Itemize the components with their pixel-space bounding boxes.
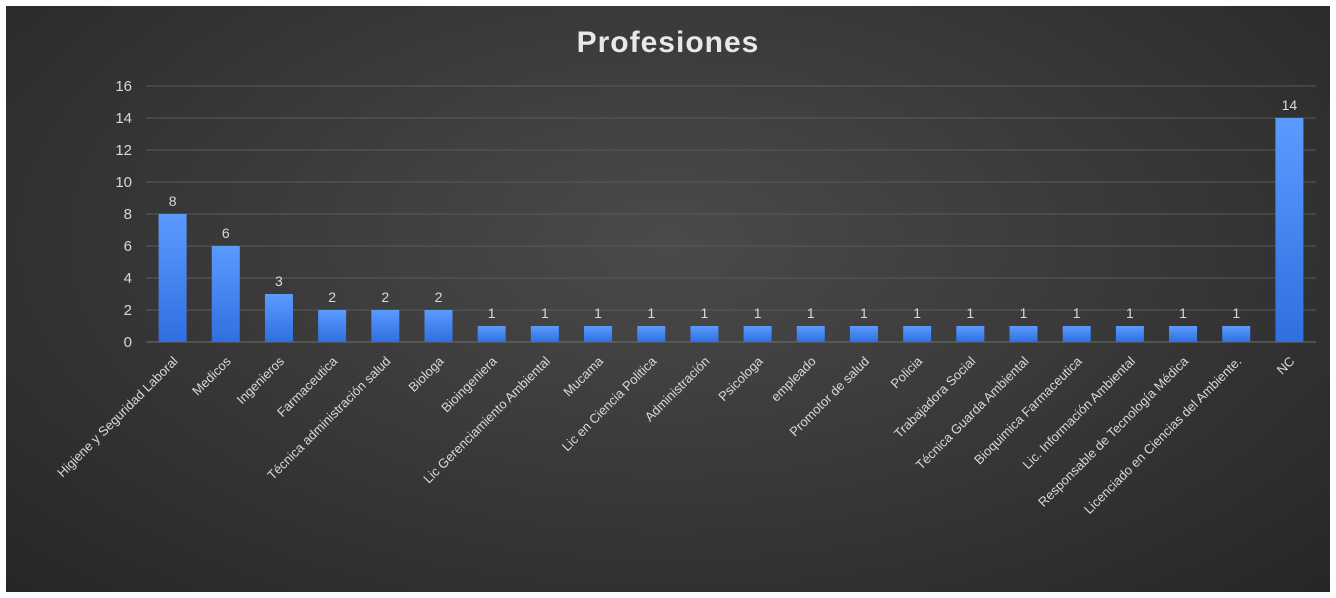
bar: [371, 310, 400, 342]
data-label: 1: [860, 305, 868, 321]
category-label: empleado: [768, 354, 819, 405]
data-label: 1: [754, 305, 762, 321]
data-label: 1: [913, 305, 921, 321]
data-label: 8: [169, 193, 177, 209]
data-label: 14: [1282, 97, 1298, 113]
bar: [584, 326, 613, 342]
category-label: Psicologa: [715, 353, 766, 404]
category-label: Mucama: [560, 353, 606, 399]
data-label: 6: [222, 225, 230, 241]
data-label: 1: [701, 305, 709, 321]
data-label: 1: [541, 305, 549, 321]
data-label: 2: [435, 289, 443, 305]
data-label: 1: [1179, 305, 1187, 321]
bar: [477, 326, 506, 342]
chart-title: Profesiones: [577, 26, 760, 59]
data-label: 1: [1232, 305, 1240, 321]
bar: [530, 326, 559, 342]
bar: [743, 326, 772, 342]
bar: [849, 326, 878, 342]
category-label: Lic en Ciencia Politica: [559, 353, 660, 454]
y-tick-label: 10: [115, 174, 132, 191]
y-tick-label: 6: [124, 238, 132, 255]
bar: [1062, 326, 1091, 342]
category-label: Medicos: [189, 353, 234, 398]
y-tick-label: 4: [124, 270, 132, 287]
data-label: 1: [966, 305, 974, 321]
category-labels: Higiene y Seguridad Laboral Medicos Ingeni…: [54, 353, 1297, 517]
bars: [158, 118, 1304, 342]
bar: [1275, 118, 1304, 342]
bar: [211, 246, 240, 342]
y-tick-label: 0: [124, 334, 132, 351]
data-label: 1: [807, 305, 815, 321]
category-label: Policia: [888, 353, 926, 391]
bar: [1115, 326, 1144, 342]
data-label: 1: [1020, 305, 1028, 321]
bar: [903, 326, 932, 342]
data-label: 2: [381, 289, 389, 305]
data-label: 1: [488, 305, 496, 321]
gridlines: [146, 85, 1316, 343]
y-tick-label: 14: [115, 110, 132, 127]
category-label: Ingenieros: [234, 353, 288, 407]
bar: [158, 214, 187, 342]
bar: [637, 326, 666, 342]
y-tick-label: 8: [124, 206, 132, 223]
data-label: 1: [647, 305, 655, 321]
category-label: NC: [1274, 354, 1298, 378]
category-label: Higiene y Seguridad Laboral: [54, 353, 181, 480]
bar: [690, 326, 719, 342]
data-labels: 8 6 3 2 2 2 1 1 1 1 1 1 1 1 1 1 1 1 1 1 1 14: [169, 97, 1298, 321]
bar: [264, 294, 293, 342]
y-tick-label: 12: [115, 142, 132, 159]
bar-chart: Profesiones 0 2 4 6 8 10 12 14 16 8 6 3 2 2 2 1 1 1 1 1 1 1 1…: [54, 26, 1316, 517]
bar: [318, 310, 347, 342]
data-label: 3: [275, 273, 283, 289]
bar: [1009, 326, 1038, 342]
y-axis-ticks: 0 2 4 6 8 10 12 14 16: [115, 78, 132, 351]
bar: [424, 310, 453, 342]
bar: [1169, 326, 1198, 342]
data-label: 1: [594, 305, 602, 321]
category-label: Bioquimica Farmaceutica: [971, 353, 1085, 467]
bar: [956, 326, 985, 342]
y-tick-label: 16: [115, 78, 132, 95]
data-label: 2: [328, 289, 336, 305]
category-label: Biologa: [405, 353, 447, 395]
bar: [1222, 326, 1251, 342]
data-label: 1: [1073, 305, 1081, 321]
chart-panel: Profesiones 0 2 4 6 8 10 12 14 16 8 6 3 2 2 2 1 1 1 1 1 1 1 1…: [6, 6, 1330, 592]
y-tick-label: 2: [124, 302, 132, 319]
bar: [796, 326, 825, 342]
data-label: 1: [1126, 305, 1134, 321]
